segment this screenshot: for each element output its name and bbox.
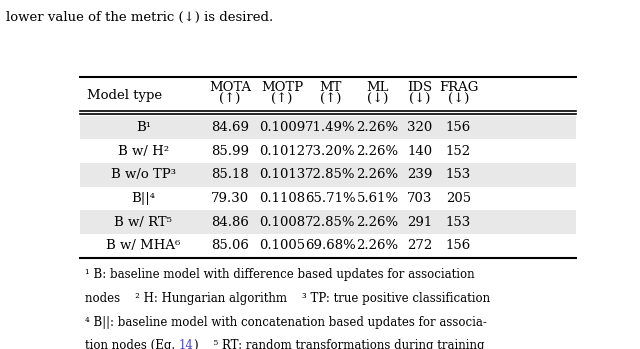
Text: 320: 320 <box>407 121 433 134</box>
Text: ⁴ B||: baseline model with concatenation based updates for associa-: ⁴ B||: baseline model with concatenation… <box>85 316 487 329</box>
Text: 239: 239 <box>407 169 433 181</box>
Text: 2.26%: 2.26% <box>356 239 399 252</box>
Text: FRAG: FRAG <box>439 81 478 94</box>
Text: 14: 14 <box>179 339 194 349</box>
Text: B¹: B¹ <box>136 121 151 134</box>
Text: 140: 140 <box>407 145 433 158</box>
Text: 153: 153 <box>446 216 471 229</box>
Text: lower value of the metric (↓) is desired.: lower value of the metric (↓) is desired… <box>6 10 274 23</box>
Text: 85.18: 85.18 <box>211 169 249 181</box>
Text: 2.26%: 2.26% <box>356 145 399 158</box>
Text: 2.26%: 2.26% <box>356 216 399 229</box>
Text: 0.1012: 0.1012 <box>259 145 305 158</box>
Text: (↑): (↑) <box>320 93 341 106</box>
Text: tion nodes (Eq.: tion nodes (Eq. <box>85 339 179 349</box>
Text: 0.1005: 0.1005 <box>259 239 305 252</box>
Text: B w/ H²: B w/ H² <box>118 145 169 158</box>
Text: 156: 156 <box>446 239 471 252</box>
Text: 0.1008: 0.1008 <box>259 216 305 229</box>
Text: 84.69: 84.69 <box>211 121 249 134</box>
Text: MT: MT <box>319 81 342 94</box>
Text: 79.30: 79.30 <box>211 192 249 205</box>
Bar <box>80 163 576 187</box>
Text: 0.1009: 0.1009 <box>259 121 305 134</box>
Text: 65.71%: 65.71% <box>305 192 356 205</box>
Text: 153: 153 <box>446 169 471 181</box>
Text: B||⁴: B||⁴ <box>131 192 156 205</box>
Text: 71.49%: 71.49% <box>305 121 356 134</box>
Text: )    ⁵ RT: random transformations during training: ) ⁵ RT: random transformations during tr… <box>194 339 484 349</box>
Text: MOTP: MOTP <box>261 81 303 94</box>
Bar <box>80 116 576 140</box>
Text: (↓): (↓) <box>367 93 388 106</box>
Text: 152: 152 <box>446 145 471 158</box>
Text: 84.86: 84.86 <box>211 216 249 229</box>
Text: 72.85%: 72.85% <box>305 216 356 229</box>
Text: 85.99: 85.99 <box>211 145 249 158</box>
Text: (↓): (↓) <box>409 93 431 106</box>
Text: ML: ML <box>366 81 389 94</box>
Text: 69.68%: 69.68% <box>305 239 356 252</box>
Text: 72.85%: 72.85% <box>305 169 356 181</box>
Text: 2.26%: 2.26% <box>356 121 399 134</box>
Text: nodes    ² H: Hungarian algorithm    ³ TP: true positive classification: nodes ² H: Hungarian algorithm ³ TP: tru… <box>85 292 490 305</box>
Text: (↑): (↑) <box>220 93 241 106</box>
Text: 73.20%: 73.20% <box>305 145 356 158</box>
Text: 85.06: 85.06 <box>211 239 249 252</box>
Text: ¹ B: baseline model with difference based updates for association: ¹ B: baseline model with difference base… <box>85 268 475 281</box>
Text: B w/ RT⁵: B w/ RT⁵ <box>115 216 172 229</box>
Text: 272: 272 <box>407 239 433 252</box>
Text: B w/o TP³: B w/o TP³ <box>111 169 176 181</box>
Text: 5.61%: 5.61% <box>356 192 399 205</box>
Text: 205: 205 <box>446 192 471 205</box>
Text: (↓): (↓) <box>448 93 469 106</box>
Bar <box>80 210 576 234</box>
Text: 703: 703 <box>407 192 433 205</box>
Text: 156: 156 <box>446 121 471 134</box>
Text: (↑): (↑) <box>271 93 293 106</box>
Text: 0.1108: 0.1108 <box>259 192 305 205</box>
Text: 2.26%: 2.26% <box>356 169 399 181</box>
Text: B w/ MHA⁶: B w/ MHA⁶ <box>106 239 180 252</box>
Text: Model type: Model type <box>88 89 163 102</box>
Text: IDS: IDS <box>407 81 433 94</box>
Text: 291: 291 <box>407 216 433 229</box>
Text: MOTA: MOTA <box>209 81 251 94</box>
Text: 0.1013: 0.1013 <box>259 169 305 181</box>
